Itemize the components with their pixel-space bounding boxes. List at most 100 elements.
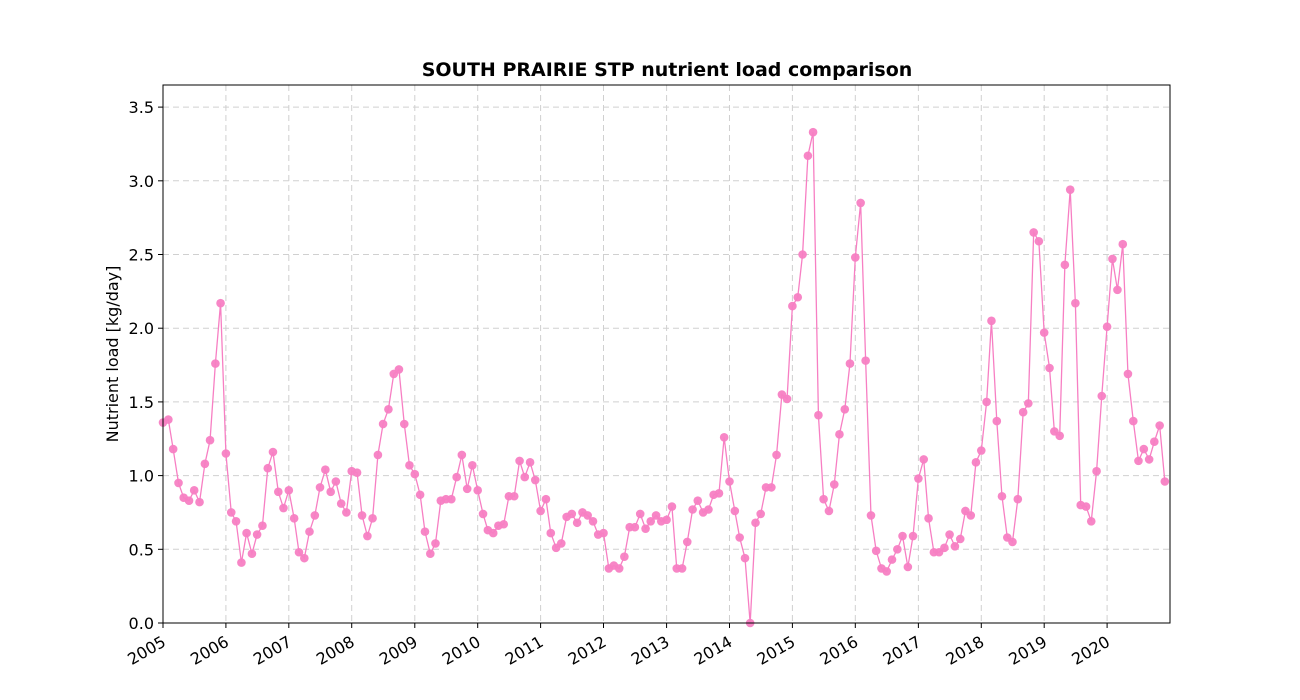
data-point (1034, 236, 1044, 246)
x-tick-label: 2017 (880, 632, 925, 669)
data-point (384, 404, 393, 414)
data-point (368, 514, 377, 523)
data-point (205, 435, 215, 445)
x-tick-label: 2009 (376, 632, 421, 669)
series-layer (158, 127, 1170, 628)
data-point (572, 518, 582, 528)
data-point (273, 487, 283, 497)
data-point (646, 516, 656, 526)
data-point (473, 486, 482, 495)
data-point (914, 474, 923, 483)
data-point (326, 487, 335, 497)
data-point (405, 460, 414, 470)
data-point (898, 531, 907, 541)
data-point (352, 468, 362, 477)
y-tick-label: 3.0 (129, 172, 154, 191)
x-tick-label: 2007 (250, 632, 295, 669)
data-point (1029, 228, 1038, 237)
data-point (735, 533, 744, 542)
data-point (268, 447, 278, 457)
data-point (997, 491, 1007, 501)
data-point (793, 292, 803, 302)
data-point (394, 365, 404, 374)
data-point (457, 450, 467, 460)
data-point (976, 446, 986, 455)
data-point (1128, 416, 1138, 426)
data-point (704, 505, 713, 514)
data-point (567, 509, 577, 519)
data-point (556, 539, 566, 548)
data-point (426, 549, 435, 559)
x-tick-label: 2010 (439, 632, 484, 669)
data-point (730, 506, 740, 516)
data-point (410, 469, 420, 479)
data-point (305, 527, 314, 536)
data-point (893, 545, 902, 554)
data-point (882, 567, 891, 576)
data-point (740, 553, 750, 563)
data-point (242, 528, 251, 538)
data-point (1071, 298, 1080, 308)
data-point (1024, 399, 1033, 408)
data-point (231, 516, 241, 526)
data-point (662, 515, 671, 525)
data-point (452, 472, 461, 482)
data-point (798, 250, 807, 259)
data-point (588, 516, 598, 526)
data-point (478, 509, 488, 519)
data-point (1055, 431, 1065, 441)
data-point (767, 483, 776, 492)
data-point (415, 490, 425, 500)
data-point (336, 499, 346, 508)
data-point (829, 480, 839, 489)
data-point (1060, 260, 1070, 270)
x-tick-label: 2012 (565, 632, 610, 669)
data-point (300, 553, 309, 563)
data-point (651, 511, 661, 520)
data-point (614, 564, 624, 573)
data-point (237, 558, 246, 567)
x-tick-label: 2015 (754, 632, 799, 669)
data-point (987, 316, 996, 326)
data-point (226, 508, 236, 517)
data-point (630, 522, 640, 532)
chart-title: SOUTH PRAIRIE STP nutrient load comparis… (422, 59, 913, 81)
data-point (1108, 254, 1117, 264)
data-point (803, 151, 813, 161)
data-point (966, 511, 976, 520)
data-point (861, 356, 870, 365)
data-point (211, 359, 220, 368)
x-tick-label: 2014 (691, 632, 736, 669)
data-point (284, 486, 294, 495)
data-point (247, 549, 257, 559)
data-point (824, 506, 834, 516)
data-point (168, 444, 178, 454)
data-point (856, 198, 865, 208)
data-point (851, 253, 860, 262)
data-point (919, 455, 929, 464)
data-point (1150, 437, 1159, 447)
data-point (1123, 369, 1133, 379)
data-point (189, 486, 199, 495)
data-point (363, 531, 372, 541)
data-point (772, 450, 781, 460)
data-point (1008, 537, 1017, 547)
data-point (420, 527, 430, 536)
x-tick-label: 2011 (502, 632, 547, 669)
data-point (263, 463, 273, 473)
data-point (331, 477, 341, 486)
data-point (310, 511, 320, 520)
data-point (866, 511, 876, 520)
data-point (399, 419, 409, 429)
data-point (693, 496, 703, 505)
data-point (342, 508, 351, 517)
data-point (1045, 363, 1054, 373)
data-point (955, 534, 965, 544)
data-point (1102, 322, 1112, 332)
data-point (164, 415, 173, 424)
data-point (677, 564, 687, 573)
data-point (536, 506, 545, 516)
data-point (174, 478, 183, 488)
data-point (725, 477, 734, 486)
